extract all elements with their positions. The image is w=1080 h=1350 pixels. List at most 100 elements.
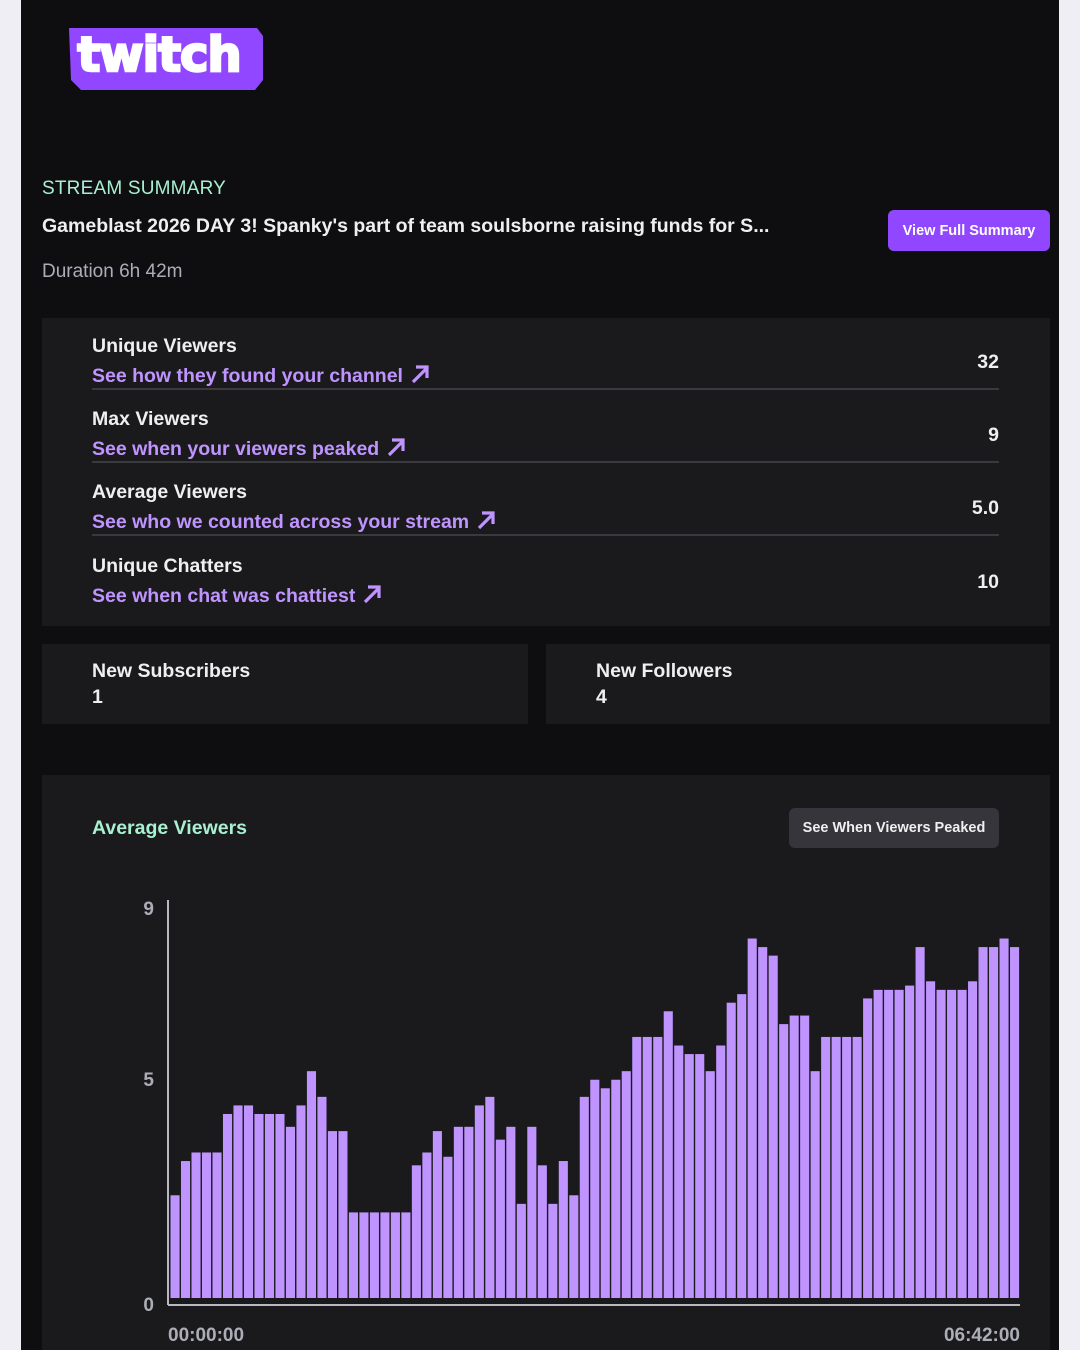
stat-link-unique-chatters[interactable]: See when chat was chattiest: [92, 584, 383, 608]
y-tick-label: 9: [143, 899, 154, 920]
chart-bar: [170, 1195, 180, 1298]
chart-bar: [821, 1036, 831, 1298]
new-subscribers-value: 1: [92, 686, 103, 708]
chart-bar: [443, 1156, 453, 1298]
see-when-viewers-peaked-button[interactable]: See When Viewers Peaked: [789, 808, 999, 848]
stat-value: 5.0: [971, 497, 999, 519]
chart-bar: [537, 1165, 547, 1298]
chart-bar: [285, 1126, 296, 1298]
y-tick-label: 0: [143, 1295, 154, 1316]
chart-bar: [789, 1015, 799, 1298]
chart-bar: [936, 989, 946, 1298]
chart-bar: [527, 1126, 537, 1298]
x-tick-label-start: 00:00:00: [168, 1325, 244, 1346]
chart-bar: [243, 1105, 254, 1298]
new-subscribers-label: New Subscribers: [92, 660, 251, 682]
average-viewers-bar-chart: 0 5 9 00:00:00 06:42:00: [143, 899, 1020, 1346]
stat-link-text[interactable]: See who we counted across your stream: [92, 511, 470, 533]
chart-bar: [894, 989, 904, 1298]
stat-link-unique-viewers[interactable]: See how they found your channel: [92, 364, 431, 388]
y-tick-label: 5: [143, 1070, 154, 1091]
chart-bar: [726, 1002, 736, 1298]
chart-bar: [317, 1096, 327, 1298]
stat-link-max-viewers[interactable]: See when your viewers peaked: [92, 437, 407, 461]
chart-bar: [1010, 947, 1020, 1298]
chart-bar: [558, 1161, 568, 1298]
chart-bar: [758, 947, 768, 1298]
stat-label: Max Viewers: [92, 408, 209, 430]
stat-link-average-viewers[interactable]: See who we counted across your stream: [92, 510, 497, 534]
chart-bar: [590, 1079, 600, 1298]
chart-bar: [884, 989, 894, 1298]
stat-row-unique-viewers: Unique Viewers See how they found your c…: [92, 318, 999, 390]
chart-bar: [737, 994, 747, 1298]
chart-bar: [411, 1165, 421, 1298]
stat-link-text[interactable]: See when chat was chattiest: [92, 585, 356, 607]
chart-bar: [233, 1105, 243, 1298]
chart-bar: [348, 1212, 358, 1298]
stats-panel: Unique Viewers See how they found your c…: [42, 318, 1050, 626]
stat-value: 9: [988, 424, 999, 446]
chart-title: Average Viewers: [92, 817, 248, 839]
view-full-summary-button[interactable]: View Full Summary: [888, 210, 1050, 251]
chart-bar: [968, 981, 978, 1298]
stream-summary-heading: STREAM SUMMARY: [42, 178, 227, 199]
chart-bar: [915, 947, 925, 1298]
chart-bar: [852, 1036, 862, 1298]
chart-bar: [569, 1195, 579, 1298]
chart-bar: [254, 1113, 264, 1298]
chart-bar: [191, 1152, 201, 1298]
chart-bar: [453, 1126, 463, 1298]
chart-bar: [957, 989, 967, 1298]
chart-bar: [768, 955, 778, 1298]
chart-bar: [338, 1131, 348, 1298]
new-followers-label: New Followers: [596, 660, 733, 682]
stream-summary-card: twitch STREAM SUMMARY Gameblast 2026 DAY…: [21, 0, 1059, 1350]
chart-bar: [579, 1096, 589, 1298]
chart-bar: [264, 1113, 275, 1298]
chart-bar: [212, 1152, 222, 1298]
chart-bar: [359, 1212, 369, 1298]
stat-row-average-viewers: Average Viewers See who we counted acros…: [92, 464, 999, 536]
chart-bar: [516, 1203, 526, 1298]
chart-bar: [705, 1071, 715, 1298]
stat-link-text[interactable]: See how they found your channel: [92, 365, 403, 387]
chart-bar: [695, 1054, 705, 1298]
chart-bar: [674, 1045, 684, 1298]
chart-bar: [978, 947, 988, 1298]
chart-bar: [831, 1036, 841, 1298]
chart-bar: [401, 1212, 411, 1298]
chart-bar: [180, 1161, 191, 1298]
chart-bar: [306, 1071, 317, 1298]
svg-text:twitch: twitch: [77, 27, 240, 83]
chart-bar: [506, 1126, 516, 1298]
chart-bar: [653, 1036, 663, 1298]
stat-row-max-viewers: Max Viewers See when your viewers peaked…: [92, 391, 999, 463]
chart-bar: [222, 1113, 233, 1298]
stat-label: Unique Viewers: [92, 335, 237, 357]
stat-value: 10: [977, 571, 999, 593]
chart-bar: [716, 1045, 726, 1298]
chart-bar: [747, 938, 757, 1298]
chart-bar: [380, 1212, 390, 1298]
stat-row-unique-chatters: Unique Chatters See when chat was chatti…: [92, 538, 999, 610]
chart-bar: [201, 1152, 212, 1298]
chart-bar: [947, 989, 957, 1298]
arrow-up-right-icon: [364, 584, 381, 603]
chart-bar: [464, 1126, 474, 1298]
stream-title: Gameblast 2026 DAY 3! Spanky's part of t…: [42, 215, 770, 237]
chart-bar: [600, 1088, 610, 1298]
chart-bar: [632, 1036, 642, 1298]
chart-bar: [800, 1015, 810, 1298]
chart-bar: [548, 1203, 558, 1298]
chart-bar: [275, 1113, 285, 1298]
stat-label: Unique Chatters: [92, 555, 243, 577]
new-subscribers-panel: New Subscribers 1: [42, 644, 528, 724]
stat-link-text[interactable]: See when your viewers peaked: [92, 438, 380, 460]
chart-bar: [905, 985, 915, 1298]
twitch-logo[interactable]: twitch: [61, 20, 265, 94]
chart-bar: [485, 1096, 495, 1298]
chart-bar: [369, 1212, 379, 1298]
stat-value: 32: [977, 351, 999, 373]
chart-bar: [611, 1079, 621, 1298]
